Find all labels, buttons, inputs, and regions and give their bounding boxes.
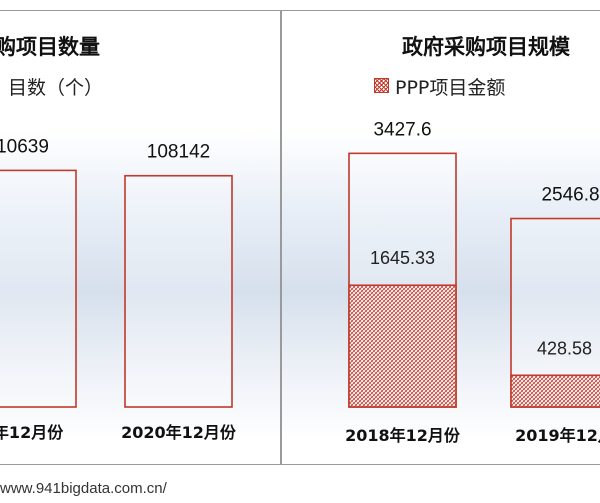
count-bar-label: 10639 bbox=[0, 136, 49, 157]
ppp-amount-bar bbox=[348, 284, 457, 408]
left-legend-label: 目数（个） bbox=[8, 77, 104, 99]
ppp-legend-swatch bbox=[374, 78, 389, 93]
ppp-bar-label: 1645.33 bbox=[370, 248, 435, 268]
x-tick-label: 2018年12月份 bbox=[345, 426, 461, 445]
count-bar bbox=[124, 174, 233, 408]
left-chart-svg: 10639 9年12月份 108142 2020年12月份 bbox=[0, 136, 237, 442]
right-chart-title: 政府采购项目规模 bbox=[402, 35, 570, 59]
ppp-bar-label: 428.58 bbox=[537, 338, 592, 358]
right-chart-svg: 3427.6 1645.33 2018年12月份 2546.8 428.58 2019年1… bbox=[345, 119, 600, 445]
count-bar-label: 108142 bbox=[147, 142, 210, 163]
x-tick-label: 2020年12月份 bbox=[121, 423, 237, 442]
x-tick-label: 2019年12月 bbox=[515, 426, 600, 445]
right-legend: PPP项目金额 bbox=[374, 73, 505, 100]
total-bar-label: 2546.8 bbox=[541, 185, 599, 206]
background-gradient bbox=[0, 131, 280, 441]
total-bar-label: 3427.6 bbox=[373, 119, 431, 140]
count-bar bbox=[0, 169, 77, 408]
right-legend-label: PPP项目金额 bbox=[395, 77, 506, 99]
left-chart-title: 购项目数量 bbox=[0, 35, 100, 59]
left-chart-panel: 购项目数量 目数（个） 10639 9年12月份 108142 2020年12月份 bbox=[0, 10, 281, 465]
right-chart-panel: 政府采购项目规模 PPP项目金额 3427.6 1645.33 2018年12月份 2… bbox=[281, 10, 600, 465]
ppp-amount-bar bbox=[510, 374, 600, 408]
watermark-url: www.941bigdata.com.cn/ bbox=[0, 480, 167, 497]
x-tick-label: 9年12月份 bbox=[0, 423, 64, 442]
